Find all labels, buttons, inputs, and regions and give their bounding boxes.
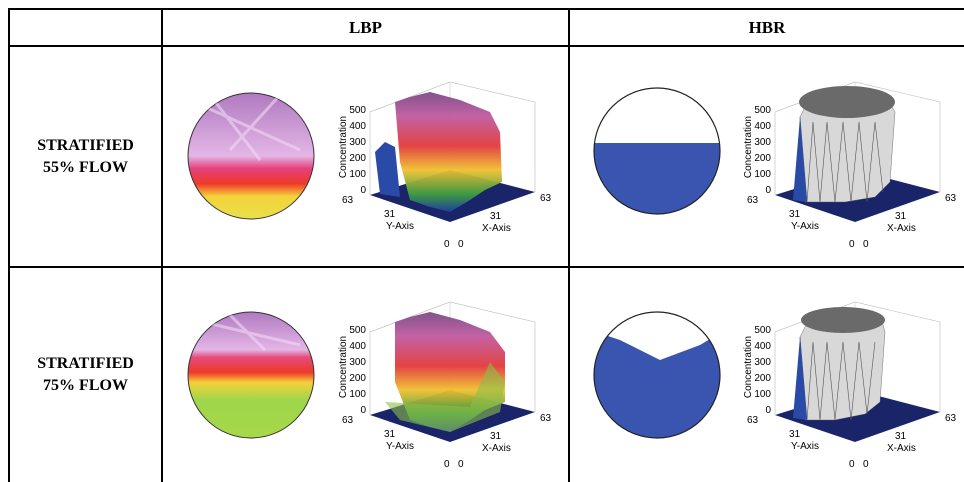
x-axis-label-lbp-75: X-Axis — [482, 443, 511, 454]
x-axis-label-hbr-75: X-Axis — [887, 443, 916, 454]
x-tick-hbr-55: 31 — [895, 211, 907, 222]
z-tick-lbp-75: 0 — [360, 405, 366, 416]
z-tick-hbr-75: 200 — [754, 373, 771, 384]
hbr-surface-plot-55 — [774, 81, 941, 222]
z-tick-hbr-55: 0 — [765, 185, 771, 196]
y-tick-hbr-75: 63 — [747, 415, 759, 426]
z-tick-lbp-55: 100 — [349, 169, 366, 180]
x-tick-hbr-75: 31 — [895, 431, 907, 442]
y-axis-label-lbp-75: Y-Axis — [386, 441, 414, 452]
z-axis-label-hbr-55: Concentration — [743, 115, 754, 179]
lbp-surface-plot-55 — [369, 81, 536, 222]
z-tick-hbr-55: 300 — [754, 137, 771, 148]
hbr-surface-plot-75 — [774, 301, 941, 442]
x-tick-hbr-75: 63 — [945, 413, 957, 424]
row-label-55-flow: STRATIFIED 55% FLOW — [37, 136, 134, 176]
y-tick-lbp-55: 31 — [384, 209, 396, 220]
y-tick-hbr-75: 0 — [849, 459, 855, 470]
y-axis-label-hbr-75: Y-Axis — [791, 441, 819, 452]
x-axis-label-hbr-55: X-Axis — [887, 223, 916, 234]
z-tick-hbr-75: 0 — [765, 405, 771, 416]
z-axis-label-lbp-75: Concentration — [338, 335, 349, 399]
x-axis-label-lbp-55: X-Axis — [482, 223, 511, 234]
x-tick-hbr-55: 0 — [863, 239, 869, 250]
y-tick-lbp-55: 0 — [444, 239, 450, 250]
z-tick-lbp-75: 300 — [349, 357, 366, 368]
y-tick-hbr-55: 0 — [849, 239, 855, 250]
z-tick-hbr-55: 200 — [754, 153, 771, 164]
x-tick-lbp-55: 31 — [490, 211, 502, 222]
z-tick-lbp-55: 300 — [349, 137, 366, 148]
z-tick-lbp-55: 500 — [349, 105, 366, 116]
z-tick-lbp-75: 100 — [349, 389, 366, 400]
x-tick-lbp-55: 0 — [458, 239, 464, 250]
x-tick-hbr-75: 0 — [863, 459, 869, 470]
z-tick-lbp-75: 400 — [349, 341, 366, 352]
x-tick-lbp-75: 0 — [458, 459, 464, 470]
row-label-75-flow: STRATIFIED 75% FLOW — [37, 355, 134, 394]
y-tick-lbp-75: 0 — [444, 459, 450, 470]
z-tick-hbr-75: 500 — [754, 325, 771, 336]
x-tick-lbp-75: 63 — [540, 413, 552, 424]
y-tick-hbr-75: 31 — [789, 429, 801, 440]
y-tick-lbp-55: 63 — [342, 195, 354, 206]
column-header-hbr: HBR — [748, 17, 786, 37]
y-axis-label-hbr-55: Y-Axis — [791, 221, 819, 232]
y-tick-lbp-75: 63 — [342, 415, 354, 426]
z-tick-hbr-75: 300 — [754, 357, 771, 368]
y-tick-lbp-75: 31 — [384, 429, 396, 440]
lbp-surface-plot-75 — [369, 301, 536, 442]
z-tick-hbr-55: 400 — [754, 121, 771, 132]
x-tick-lbp-55: 63 — [540, 193, 552, 204]
x-tick-lbp-75: 31 — [490, 431, 502, 442]
z-axis-label-hbr-75: Concentration — [743, 335, 754, 399]
column-header-lbp: LBP — [348, 17, 383, 37]
z-tick-hbr-55: 500 — [754, 105, 771, 116]
z-tick-lbp-55: 0 — [360, 185, 366, 196]
lbp-cross-section-55 — [187, 92, 315, 220]
hbr-cross-section-75 — [593, 311, 721, 439]
z-tick-hbr-55: 100 — [754, 169, 771, 180]
z-tick-hbr-75: 100 — [754, 389, 771, 400]
x-tick-hbr-55: 63 — [945, 193, 957, 204]
y-tick-hbr-55: 31 — [789, 209, 801, 220]
hbr-cross-section-55 — [593, 87, 721, 215]
z-tick-lbp-55: 200 — [349, 153, 366, 164]
z-tick-lbp-75: 200 — [349, 373, 366, 384]
z-tick-hbr-75: 400 — [754, 341, 771, 352]
z-tick-lbp-55: 400 — [349, 121, 366, 132]
z-axis-label-lbp-55: Concentration — [338, 115, 349, 179]
y-tick-hbr-55: 63 — [747, 195, 759, 206]
results-table: LBP HBR STRATIFIED 55% FLOW STRATIFIED 75%… — [8, 8, 964, 482]
y-axis-label-lbp-55: Y-Axis — [386, 221, 414, 232]
z-tick-lbp-75: 500 — [349, 325, 366, 336]
lbp-cross-section-75 — [187, 311, 315, 439]
